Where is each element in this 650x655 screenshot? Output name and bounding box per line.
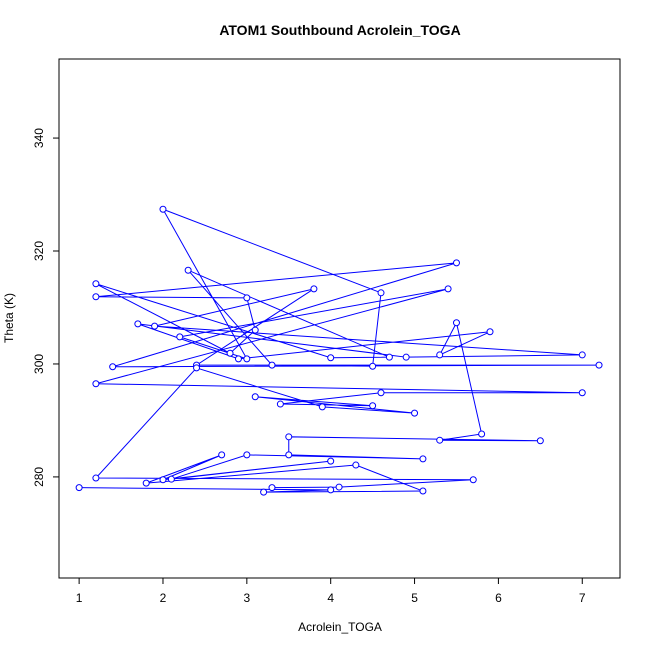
point	[327, 486, 335, 494]
point	[318, 403, 326, 411]
x-tick-label: 7	[579, 591, 586, 605]
y-tick-label: 300	[32, 354, 46, 374]
point	[268, 361, 276, 369]
point	[109, 363, 117, 371]
point	[327, 457, 335, 465]
x-tick-label: 1	[76, 591, 83, 605]
point	[92, 280, 100, 288]
point	[310, 285, 318, 293]
point	[578, 351, 586, 359]
point	[402, 353, 410, 361]
point	[578, 389, 586, 397]
point	[234, 355, 242, 363]
point	[436, 351, 444, 359]
point	[92, 474, 100, 482]
point	[268, 484, 276, 492]
point	[327, 354, 335, 362]
x-tick-label: 5	[411, 591, 418, 605]
point	[377, 389, 385, 397]
point	[411, 409, 419, 417]
point	[243, 355, 251, 363]
point	[193, 364, 201, 372]
point	[419, 487, 427, 495]
point	[369, 362, 377, 370]
x-tick-label: 6	[495, 591, 502, 605]
x-axis-label: Acrolein_TOGA	[298, 620, 382, 634]
point	[159, 205, 167, 213]
chart-title: ATOM1 Southbound Acrolein_TOGA	[219, 22, 460, 38]
point	[151, 322, 159, 330]
point	[352, 461, 360, 469]
point	[419, 455, 427, 463]
point	[478, 430, 486, 438]
point	[92, 293, 100, 301]
point	[142, 479, 150, 487]
y-axis-label: Theta (K)	[2, 293, 16, 343]
x-tick-label: 2	[160, 591, 167, 605]
point	[469, 476, 477, 484]
point	[159, 476, 167, 484]
point	[92, 380, 100, 388]
y-tick-label: 320	[32, 241, 46, 261]
point	[75, 484, 83, 492]
point	[436, 436, 444, 444]
point	[243, 294, 251, 302]
point	[285, 451, 293, 459]
point	[251, 393, 259, 401]
point	[251, 326, 259, 334]
point	[452, 319, 460, 327]
point	[134, 320, 142, 328]
point	[452, 259, 460, 267]
point	[167, 475, 175, 483]
point	[335, 483, 343, 491]
x-tick-label: 4	[327, 591, 334, 605]
point	[243, 451, 251, 459]
point	[385, 353, 393, 361]
point	[285, 433, 293, 441]
point	[218, 451, 226, 459]
y-tick-label: 340	[32, 128, 46, 148]
point	[176, 333, 184, 341]
y-tick-label: 280	[32, 467, 46, 487]
point	[536, 437, 544, 445]
point	[595, 361, 603, 369]
point	[184, 266, 192, 274]
plot-frame	[58, 58, 621, 579]
x-tick-label: 3	[243, 591, 250, 605]
point	[260, 488, 268, 496]
point	[377, 289, 385, 297]
point	[276, 400, 284, 408]
series-line	[79, 208, 600, 493]
point	[226, 349, 234, 357]
point	[444, 285, 452, 293]
point	[369, 402, 377, 410]
point	[486, 328, 494, 336]
